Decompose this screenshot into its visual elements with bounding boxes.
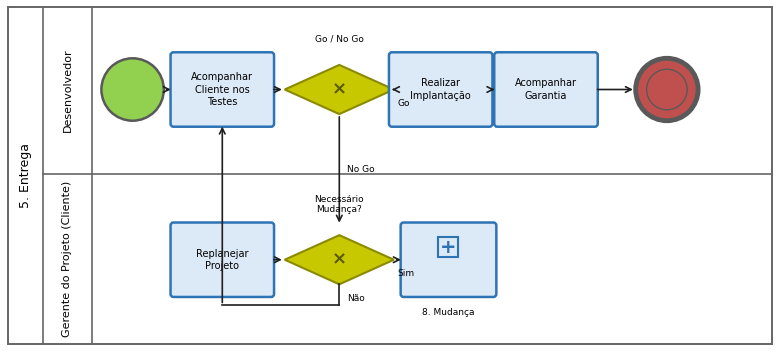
Text: ×: × (332, 80, 347, 99)
Circle shape (101, 58, 164, 121)
FancyBboxPatch shape (401, 223, 496, 297)
Text: Acompanhar
Cliente nos
Testes: Acompanhar Cliente nos Testes (191, 72, 254, 107)
Text: +: + (440, 238, 457, 257)
Text: Acompanhar
Garantia: Acompanhar Garantia (515, 78, 577, 101)
Text: Go: Go (398, 99, 410, 108)
Text: ×: × (332, 251, 347, 269)
Text: Desenvolvedor: Desenvolvedor (62, 48, 73, 132)
Polygon shape (285, 65, 394, 114)
Text: Replanejar
Projeto: Replanejar Projeto (196, 249, 249, 271)
Circle shape (647, 69, 687, 110)
Text: Necessário
Mudança?: Necessário Mudança? (314, 195, 364, 214)
Circle shape (636, 58, 698, 121)
Text: 5. Entrega: 5. Entrega (19, 143, 32, 208)
Text: Go / No Go: Go / No Go (315, 35, 363, 44)
Polygon shape (285, 235, 394, 284)
FancyBboxPatch shape (171, 52, 274, 127)
FancyBboxPatch shape (495, 52, 597, 127)
Text: No Go: No Go (347, 165, 374, 174)
Text: Sim: Sim (398, 269, 415, 278)
Text: 8. Mudança: 8. Mudança (422, 308, 475, 317)
Text: Realizar
Implantação: Realizar Implantação (410, 78, 471, 101)
Text: Não: Não (347, 294, 365, 303)
FancyBboxPatch shape (389, 52, 492, 127)
Text: Gerente do Projeto (Cliente): Gerente do Projeto (Cliente) (62, 181, 73, 337)
FancyBboxPatch shape (171, 223, 274, 297)
